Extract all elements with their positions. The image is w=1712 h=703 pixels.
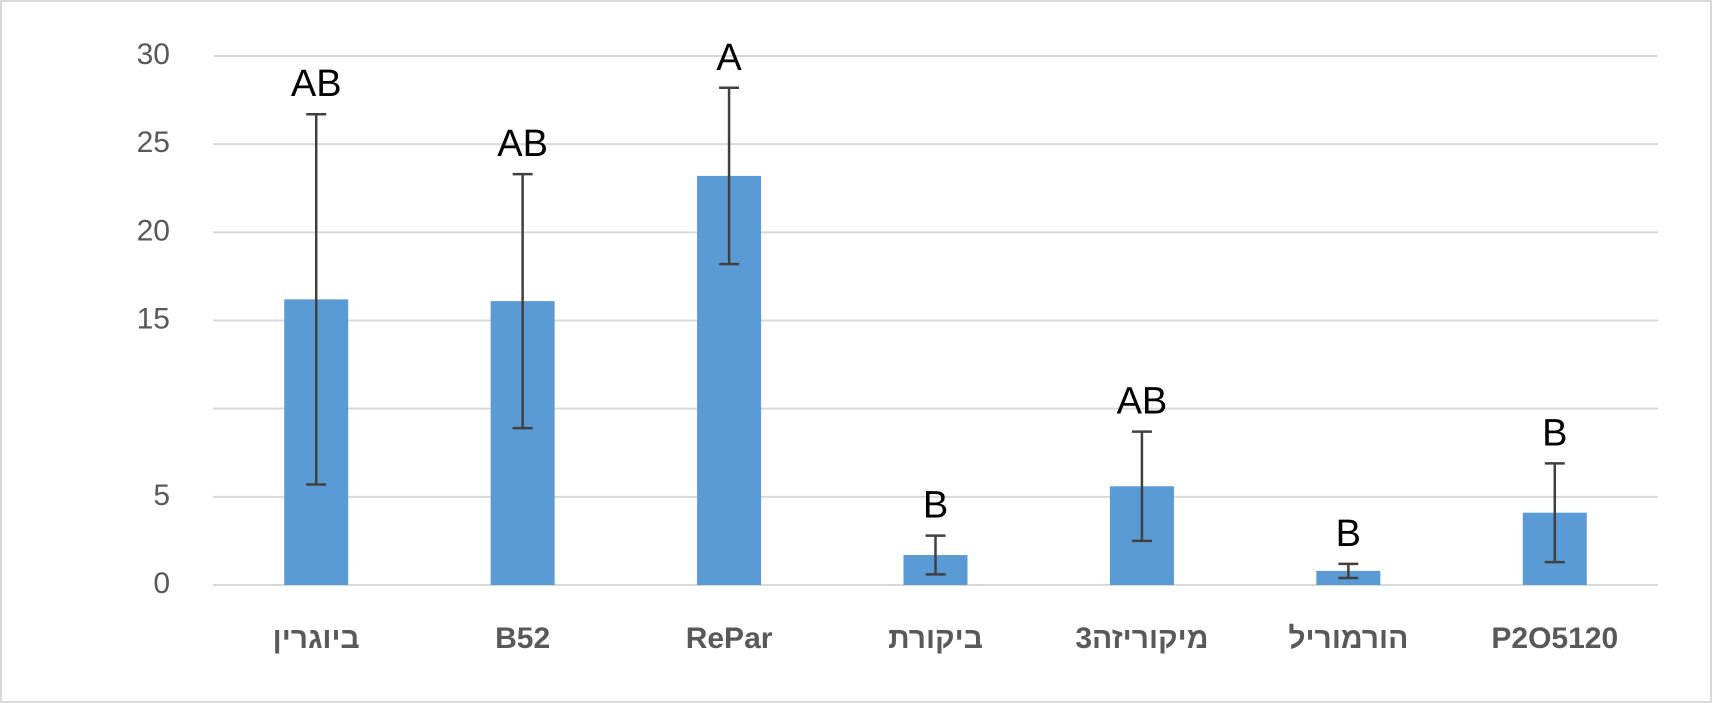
x-tick-label: P2O5120 [1491,622,1618,655]
error-bar [512,172,533,430]
significance-letter: AB [291,63,342,105]
y-tick-label: 25 [137,126,170,159]
significance-letter: AB [497,123,548,165]
significance-letter: AB [1117,381,1168,423]
y-tick-label: 0 [153,567,170,600]
error-bar [1338,562,1359,580]
x-tick-label: RePar [686,622,773,655]
error-bar [925,534,946,576]
x-tick-label: B52 [495,622,550,655]
significance-letter: B [923,485,948,527]
x-tick-label: 3מיקוריזה [1075,622,1208,655]
error-bar [1544,462,1565,564]
y-tick-label: 20 [137,214,170,247]
y-tick-label: 15 [137,302,170,335]
error-bar [1131,430,1152,543]
significance-letter: B [1336,513,1361,555]
significance-letter: B [1542,412,1567,454]
x-tick-label: ביקורת [888,622,983,655]
x-tick-label: הורמוריל [1288,622,1408,655]
x-tick-label: ביוגרין [273,622,360,655]
error-bar [306,112,327,486]
significance-letter: A [716,37,742,79]
y-tick-label: 30 [137,38,170,71]
error-bar [719,86,740,266]
y-tick-label: 5 [153,479,170,512]
